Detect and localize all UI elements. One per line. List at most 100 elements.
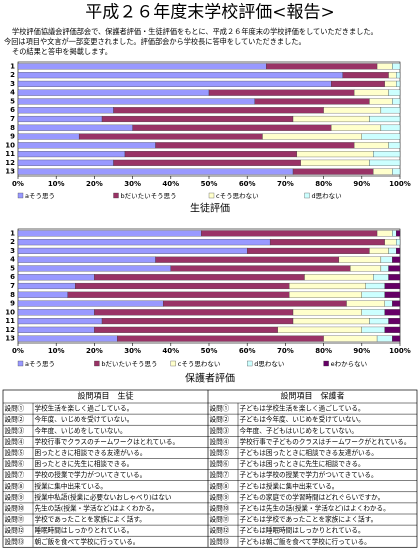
bar-segment — [369, 318, 389, 325]
table-cell: 設問③ — [5, 426, 25, 435]
table-cell: 子どもは困ったときに相談できる友達がいる。 — [240, 448, 378, 457]
x-tick-label: 90% — [353, 180, 370, 188]
bar-segment — [373, 274, 389, 281]
bar-segment — [163, 300, 347, 307]
bar-segment — [17, 282, 76, 290]
bar-segment — [208, 89, 355, 96]
bar-segment — [369, 115, 401, 123]
bar-segment — [117, 335, 324, 342]
table-frame — [2, 389, 418, 548]
bar-segment — [17, 72, 343, 79]
table-cell: 学校生活を楽しく過ごしている。 — [35, 404, 134, 413]
intro-line: 学校評価協議会評価部会で、保護者評価・生徒評価をもとに、平成２６年度末の学校評価… — [12, 27, 378, 36]
intro-line: 今回は項目や文言が一部変更されました。評価部会から学校長に答申をしていただきまし… — [4, 37, 306, 46]
y-tick-label: 1 — [10, 62, 15, 70]
bar-segment — [396, 239, 401, 246]
bar-segment — [94, 309, 294, 316]
table-cell: 学校であったことを家族によく話す。 — [35, 515, 146, 524]
table-cell: 設問⑧ — [5, 481, 25, 490]
bar-segment — [361, 133, 401, 140]
y-tick-label: 8 — [10, 124, 15, 132]
bar-segment — [17, 335, 118, 342]
bar-segment — [17, 89, 210, 96]
bar-segment — [376, 63, 393, 70]
bar-segment — [17, 107, 114, 114]
table-cell: 子どもの家庭での学習時間はどれぐらいですか。 — [240, 492, 385, 501]
bar-segment — [124, 151, 298, 158]
intro-line: その結果と答申を掲載します。 — [12, 47, 112, 56]
bar-segment — [17, 239, 271, 246]
bar-segment — [292, 115, 370, 123]
bar-segment — [289, 291, 362, 298]
legend-label: bだいたいそう思う — [101, 360, 157, 368]
bar-segment — [384, 282, 401, 290]
table-cell: 設問⑤ — [210, 448, 230, 457]
bar-segment — [380, 124, 401, 131]
legend-label: eわからない — [331, 360, 368, 368]
table-cell: 設問⑫ — [210, 526, 230, 535]
legend-label: aそう思う — [25, 360, 55, 368]
table-cell: 子どもは朝ご飯を食べて学校に行っている。 — [240, 537, 371, 546]
legend-swatch — [17, 192, 24, 199]
table-cell: 設問⑩ — [210, 503, 230, 512]
table-cell: 設問⑦ — [5, 470, 25, 479]
x-tick-label: 30% — [124, 180, 141, 188]
legend-swatch — [170, 360, 176, 367]
bar-segment — [94, 326, 278, 333]
x-tick-label: 40% — [162, 180, 179, 188]
bar-segment — [384, 291, 401, 298]
bar-segment — [155, 142, 355, 149]
y-tick-label: 12 — [5, 159, 15, 167]
table-cell: 設問⑨ — [210, 492, 230, 501]
y-tick-label: 10 — [5, 141, 15, 149]
legend-swatch — [17, 360, 24, 367]
y-tick-label: 5 — [10, 97, 15, 105]
x-tick-label: 100% — [389, 347, 411, 355]
y-tick-label: 13 — [5, 168, 15, 176]
bar-segment — [132, 124, 332, 131]
bar-segment — [155, 256, 340, 263]
y-tick-label: 2 — [10, 71, 15, 79]
y-tick-label: 3 — [10, 80, 15, 88]
y-tick-label: 12 — [5, 326, 15, 334]
bar-segment — [101, 318, 294, 325]
y-tick-label: 6 — [10, 106, 15, 114]
x-tick-label: 60% — [239, 347, 256, 355]
bar-segment — [201, 230, 378, 237]
bar-segment — [396, 247, 401, 254]
table-cell: 学校行事でクラスのチームワークはとれている。 — [35, 437, 180, 446]
bar-segment — [388, 247, 397, 254]
bar-segment — [296, 151, 374, 158]
table-header: 設問項目 生徒 — [78, 391, 134, 401]
x-tick-label: 10% — [48, 347, 65, 355]
legend-swatch — [113, 192, 119, 199]
table-cell: 設問③ — [210, 426, 230, 435]
bar-segment — [17, 309, 95, 316]
legend-swatch — [304, 192, 310, 199]
bar-segment — [289, 282, 366, 290]
legend-label: cそう思わない — [216, 192, 259, 200]
bar-segment — [17, 247, 248, 254]
x-tick-label: 30% — [124, 347, 141, 355]
bar-segment — [384, 300, 393, 307]
bar-segment — [78, 133, 263, 140]
bar-segment — [384, 80, 397, 87]
y-tick-label: 10 — [5, 308, 15, 316]
table-cell: 学校の授業で学力がついてきている。 — [35, 470, 147, 479]
bar-segment — [17, 115, 103, 123]
y-tick-label: 4 — [10, 256, 15, 264]
bar-segment — [292, 318, 370, 325]
table-cell: 授業中私語(授業に必要ないおしゃべり)はない — [35, 492, 172, 501]
bar-segment — [277, 326, 362, 333]
y-tick-label: 13 — [5, 335, 15, 343]
table-cell: 今年度、いじめを受けていない。 — [35, 415, 134, 424]
bar-segment — [338, 256, 382, 263]
y-tick-label: 6 — [10, 273, 15, 281]
bar-segment — [262, 133, 362, 140]
bar-segment — [373, 151, 401, 158]
bar-segment — [388, 318, 401, 325]
table-cell: 子どもは先生の話(授業・学活など)はよくわかる。 — [240, 503, 390, 512]
legend-swatch — [94, 360, 100, 367]
y-tick-label: 11 — [5, 317, 15, 325]
x-tick-label: 50% — [201, 180, 218, 188]
